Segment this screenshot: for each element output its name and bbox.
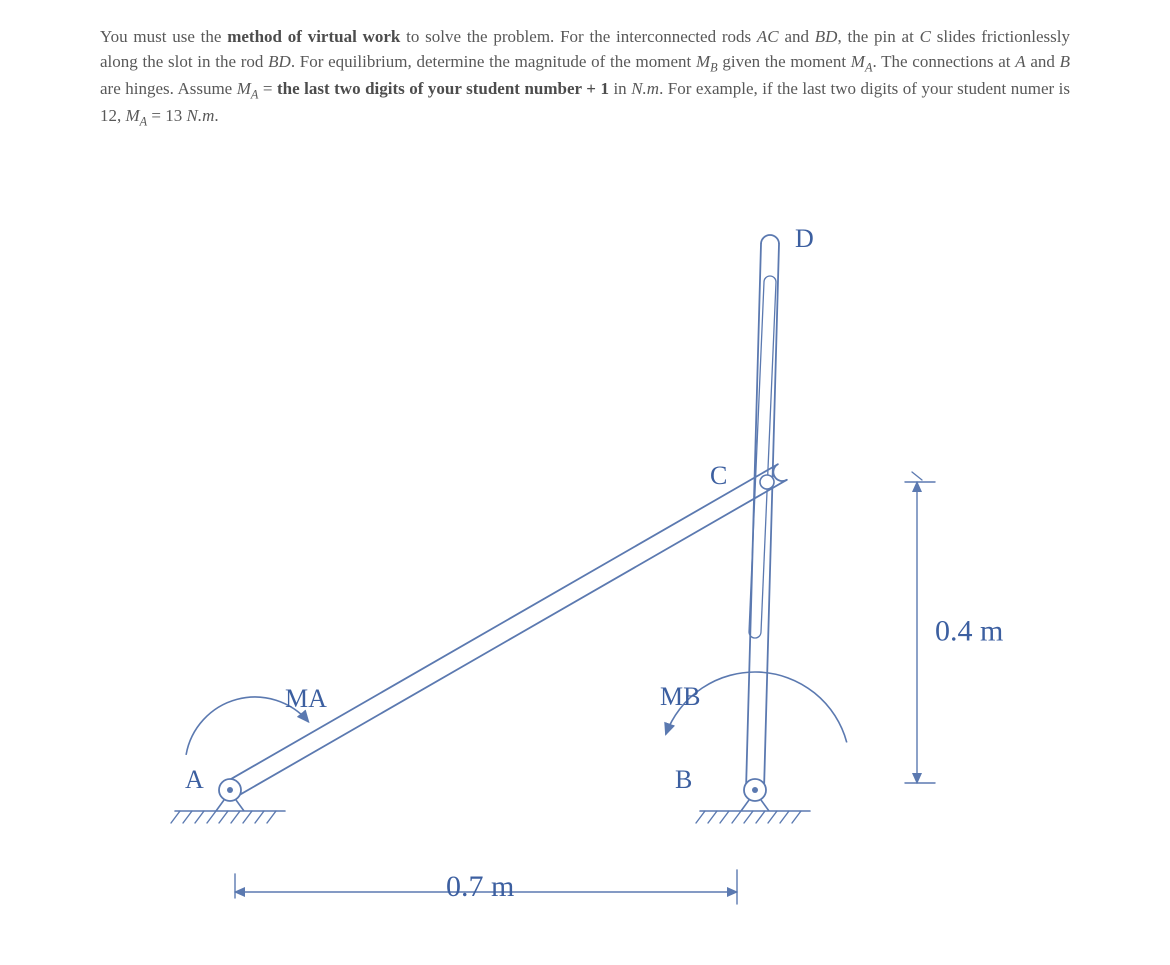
svg-text:0.4 m: 0.4 m [935,615,1003,648]
txt: . [214,106,218,125]
svg-text:MA: MA [285,684,327,713]
var-bd2: BD [268,52,291,71]
var-bd: BD [815,27,838,46]
txt: to solve the problem. For the interconne… [400,27,757,46]
svg-text:A: A [185,765,204,794]
txt: in [609,79,631,98]
bold-method: method of virtual work [227,27,400,46]
unit-nm: N.m [631,79,659,98]
diagram: A B C D MA MB 0.7 m 0.4 m [155,207,1025,927]
txt: are hinges. Assume [100,79,237,98]
var-b: B [1060,52,1070,71]
diagram-svg: A B C D MA MB 0.7 m 0.4 m [155,207,1025,927]
var-ac: AC [757,27,779,46]
svg-text:0.7 m: 0.7 m [446,870,514,903]
txt: , the pin at [837,27,919,46]
var-c: C [920,27,931,46]
svg-text:MB: MB [660,682,700,711]
problem-statement: You must use the method of virtual work … [100,17,1070,131]
unit-nm2: N.m [187,106,215,125]
svg-text:C: C [710,461,727,490]
txt: You must use the [100,27,227,46]
var-ma3: M [126,106,140,125]
var-a: A [1015,52,1025,71]
var-mb: M [696,52,710,71]
var-ma: M [851,52,865,71]
txt: and [779,27,815,46]
txt: given the moment [718,52,851,71]
txt: and [1026,52,1060,71]
txt: . The connections at [872,52,1015,71]
txt: = 13 [147,106,186,125]
bold-student: the last two digits of your student numb… [277,79,609,98]
svg-text:B: B [675,765,692,794]
txt: . For equilibrium, determine the magnitu… [291,52,696,71]
var-ma2: M [237,79,251,98]
txt: = [258,79,277,98]
sub-b: B [710,60,717,74]
svg-text:D: D [795,224,814,253]
